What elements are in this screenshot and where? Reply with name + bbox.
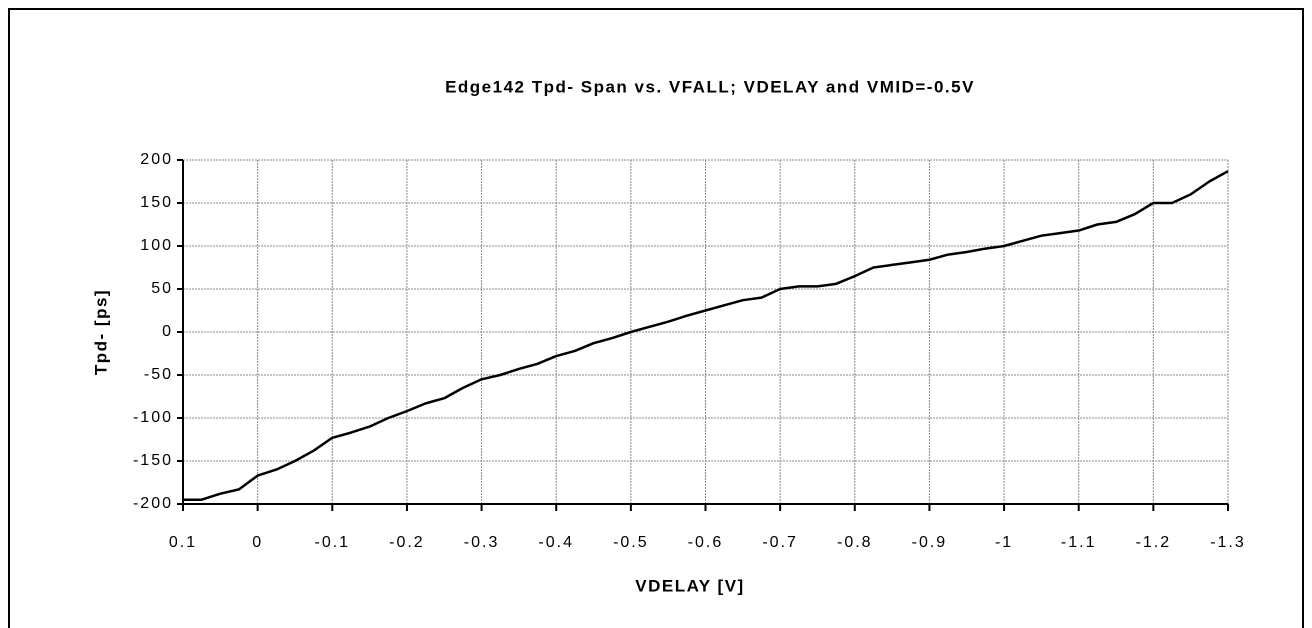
x-tick-label: -1.1 xyxy=(1061,534,1097,551)
x-tick-label: -1.2 xyxy=(1136,534,1172,551)
y-tick-label: 150 xyxy=(140,194,173,211)
x-tick-label: -0.9 xyxy=(912,534,948,551)
y-tick-label: -150 xyxy=(133,452,173,469)
y-tick-label: -100 xyxy=(133,409,173,426)
x-tick-label: -0.1 xyxy=(314,534,350,551)
x-tick-label: -1 xyxy=(995,534,1013,551)
y-tick-label: 50 xyxy=(151,280,173,297)
x-tick-label: -0.7 xyxy=(762,534,798,551)
y-tick-label: -200 xyxy=(133,495,173,512)
data-line xyxy=(183,170,1229,501)
y-tick-label: 100 xyxy=(140,237,173,254)
x-tick-label: 0 xyxy=(252,534,263,551)
x-tick-label: -0.6 xyxy=(688,534,724,551)
frame xyxy=(8,8,1304,628)
y-tick-label: -50 xyxy=(144,366,173,383)
x-tick-label: -0.4 xyxy=(538,534,574,551)
x-tick-label: -0.3 xyxy=(464,534,500,551)
x-tick-label: -1.3 xyxy=(1210,534,1246,551)
y-axis-label: Tpd- [ps] xyxy=(91,289,110,375)
x-axis-label: VDELAY [V] xyxy=(635,576,744,595)
chart-title: Edge142 Tpd- Span vs. VFALL; VDELAY and … xyxy=(445,77,975,96)
x-tick-label: -0.5 xyxy=(613,534,649,551)
x-tick-label: -0.2 xyxy=(389,534,425,551)
y-tick-label: 200 xyxy=(140,151,173,168)
x-tick-label: -0.8 xyxy=(837,534,873,551)
y-tick-label: 0 xyxy=(162,323,173,340)
x-tick-label: 0.1 xyxy=(169,534,197,551)
